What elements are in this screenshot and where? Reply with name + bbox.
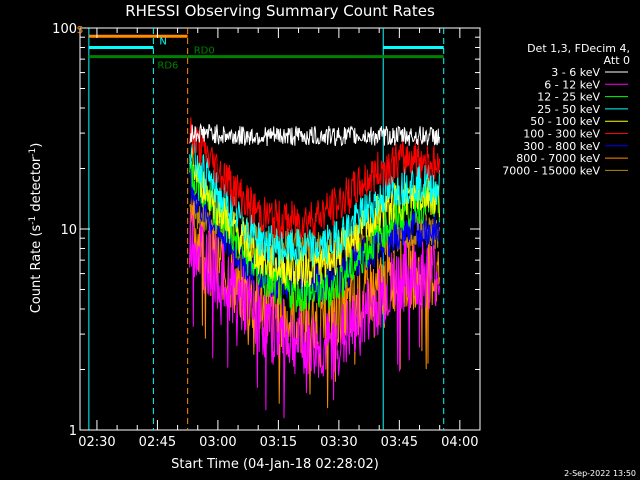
y-tick-label: 1: [69, 424, 77, 439]
x-tick-label: 03:45: [381, 435, 418, 450]
legend-label-6: 300 - 800 keV: [523, 140, 600, 153]
y-label-mid: detector: [29, 156, 44, 216]
x-tick-label: 02:45: [139, 435, 176, 450]
x-tick-label: 02:30: [78, 435, 115, 450]
chart-title: RHESSI Observing Summary Count Rates: [125, 2, 435, 20]
series-2-line: [189, 159, 440, 313]
y-label-prefix: Count Rate (s: [29, 225, 44, 314]
legend-label-7: 800 - 7000 keV: [516, 152, 600, 165]
timestamp: 2-Sep-2022 13:50: [564, 469, 636, 478]
series-5-line: [189, 117, 440, 240]
y-label-sup1: -1: [28, 216, 38, 225]
y-tick-label: 100: [52, 22, 77, 37]
legend-label-4: 50 - 100 keV: [530, 115, 600, 128]
y-axis: 1 10 100: [52, 22, 480, 439]
marker-label-RD6: RD6: [157, 61, 178, 72]
marker-label-RD0: RD0: [194, 46, 215, 57]
series-0-line: [189, 122, 440, 147]
legend-label-1: 6 - 12 keV: [544, 78, 600, 91]
x-axis-label: Start Time (04-Jan-18 02:28:02): [171, 457, 379, 472]
series-6-line: [189, 169, 440, 305]
y-axis-label: Count Rate (s-1 detector-1): [28, 143, 44, 314]
legend-header-2: Att 0: [604, 54, 630, 67]
x-tick-label: 04:00: [441, 435, 478, 450]
x-tick-label: 03:30: [320, 435, 357, 450]
legend-label-3: 25 - 50 keV: [537, 103, 600, 116]
y-tick-label: 10: [60, 223, 77, 238]
marker-label-S: S: [77, 25, 83, 36]
x-axis: 02:30 02:45 03:00 03:15 03:30 03:45 04:00: [78, 28, 479, 450]
plot-area: S N RD0 RD6: [77, 25, 481, 431]
legend-header-1: Det 1,3, FDecim 4,: [527, 42, 630, 55]
y-label-sup2: -1: [28, 148, 38, 157]
x-tick-label: 03:15: [260, 435, 297, 450]
marker-label-N: N: [159, 36, 166, 47]
legend-label-0: 3 - 6 keV: [551, 66, 600, 79]
series-1-line: [189, 211, 440, 419]
legend-label-5: 100 - 300 keV: [523, 128, 600, 141]
y-label-suffix: ): [29, 143, 44, 148]
legend-label-8: 7000 - 15000 keV: [502, 164, 600, 177]
legend-label-2: 12 - 25 keV: [537, 91, 600, 104]
x-tick-label: 03:00: [199, 435, 236, 450]
